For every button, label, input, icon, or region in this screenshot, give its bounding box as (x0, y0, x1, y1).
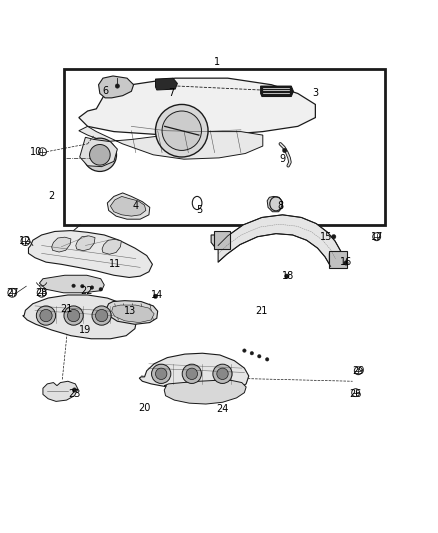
Circle shape (213, 364, 232, 383)
Text: 4: 4 (133, 201, 139, 211)
Polygon shape (218, 215, 341, 266)
Polygon shape (79, 126, 263, 159)
Circle shape (250, 351, 254, 355)
Polygon shape (23, 295, 137, 339)
Circle shape (89, 144, 110, 165)
Circle shape (186, 368, 198, 379)
Circle shape (283, 148, 287, 152)
Text: 21: 21 (256, 306, 268, 316)
Text: 21: 21 (60, 304, 73, 314)
Circle shape (352, 389, 360, 397)
Circle shape (37, 288, 46, 297)
Circle shape (90, 286, 94, 289)
Circle shape (332, 235, 336, 239)
Circle shape (153, 294, 158, 298)
Circle shape (99, 287, 102, 291)
Text: 23: 23 (68, 390, 81, 399)
FancyBboxPatch shape (64, 69, 385, 225)
Text: 8: 8 (277, 201, 283, 211)
Text: 18: 18 (282, 271, 294, 281)
Polygon shape (110, 197, 146, 216)
Text: 2: 2 (49, 190, 55, 200)
Text: 28: 28 (35, 288, 48, 298)
Circle shape (40, 310, 52, 322)
Circle shape (64, 306, 83, 325)
Text: 17: 17 (371, 232, 383, 242)
Circle shape (67, 310, 80, 322)
Circle shape (115, 84, 120, 88)
Text: 15: 15 (320, 232, 332, 242)
Polygon shape (102, 239, 121, 254)
Circle shape (243, 349, 246, 352)
Polygon shape (139, 353, 249, 393)
Circle shape (182, 364, 201, 383)
Polygon shape (76, 236, 95, 251)
Polygon shape (80, 138, 117, 167)
Text: 19: 19 (79, 325, 92, 335)
Circle shape (155, 104, 208, 157)
Circle shape (285, 274, 289, 278)
Polygon shape (106, 301, 158, 324)
Polygon shape (43, 381, 78, 401)
Text: 12: 12 (19, 236, 32, 246)
Circle shape (258, 354, 261, 358)
Text: 20: 20 (138, 402, 151, 413)
FancyBboxPatch shape (214, 231, 230, 249)
Text: 24: 24 (216, 404, 229, 414)
Polygon shape (112, 305, 154, 322)
Text: 26: 26 (350, 389, 362, 399)
Text: 16: 16 (340, 257, 352, 267)
Text: 27: 27 (6, 288, 18, 298)
Circle shape (265, 358, 269, 361)
Polygon shape (52, 237, 71, 252)
Text: 6: 6 (102, 86, 108, 96)
Circle shape (354, 367, 362, 375)
Text: 14: 14 (151, 290, 163, 300)
Circle shape (155, 368, 167, 379)
Text: 13: 13 (124, 306, 137, 316)
Circle shape (83, 138, 117, 172)
Polygon shape (155, 78, 177, 90)
Circle shape (8, 288, 17, 297)
Polygon shape (28, 231, 152, 278)
Text: 22: 22 (81, 286, 93, 296)
Text: 29: 29 (352, 366, 364, 376)
Polygon shape (329, 253, 344, 265)
Circle shape (373, 233, 381, 241)
Text: 3: 3 (312, 88, 318, 99)
Text: 7: 7 (168, 88, 174, 99)
Circle shape (217, 368, 228, 379)
Text: 5: 5 (196, 205, 202, 215)
Circle shape (152, 364, 171, 383)
Polygon shape (99, 76, 134, 98)
FancyBboxPatch shape (329, 251, 347, 268)
Text: 9: 9 (279, 154, 286, 164)
Circle shape (95, 310, 108, 322)
Text: 10: 10 (30, 147, 42, 157)
Circle shape (72, 284, 75, 287)
Text: 1: 1 (214, 56, 220, 67)
Circle shape (36, 306, 56, 325)
Polygon shape (79, 78, 315, 135)
Circle shape (39, 148, 46, 156)
Circle shape (344, 261, 348, 265)
Polygon shape (261, 86, 293, 96)
Circle shape (81, 285, 84, 288)
Circle shape (162, 111, 201, 150)
Polygon shape (39, 275, 104, 293)
Circle shape (92, 306, 111, 325)
Polygon shape (267, 197, 283, 212)
Polygon shape (211, 235, 223, 247)
Polygon shape (107, 193, 150, 219)
Polygon shape (164, 381, 246, 404)
Text: 11: 11 (109, 260, 121, 269)
Circle shape (21, 237, 30, 246)
Circle shape (72, 388, 77, 392)
